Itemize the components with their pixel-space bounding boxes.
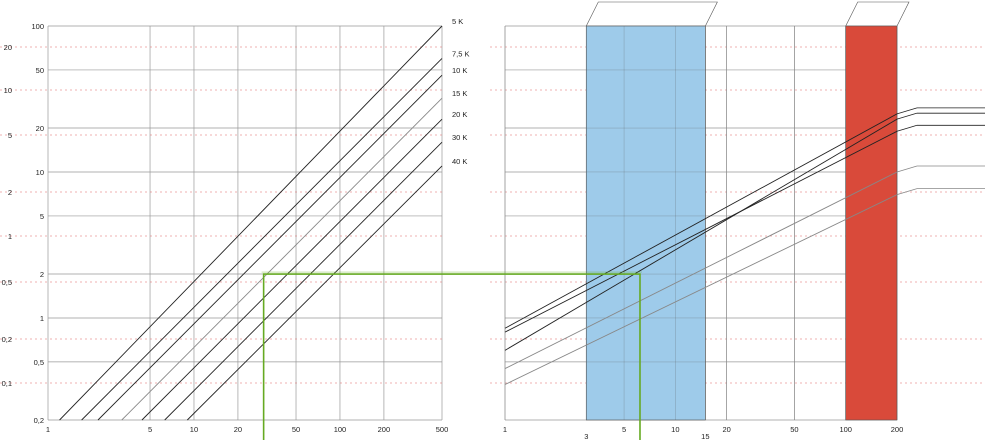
left-secondary-y-tick-label: 0,2: [2, 335, 12, 344]
right-curve-tail: [896, 188, 918, 195]
left-curve: [121, 97, 443, 421]
left-secondary-y-tick-label: 0,5: [2, 278, 12, 287]
labels: 1 5 10 20 50 100 200 5001005020105210,50,220105…: [2, 17, 904, 440]
right-x-tick-label: 5: [622, 425, 626, 434]
left-y-tick-label: 5: [40, 212, 44, 221]
left-x-tick-label: 500: [436, 425, 449, 434]
right-x-tick-label: 20: [722, 425, 730, 434]
right-x-tick-label: 200: [891, 425, 904, 434]
curves: [59, 25, 985, 421]
right-x-tick-label: 50: [790, 425, 798, 434]
left-y-tick-label: 0,5: [34, 358, 44, 367]
right-curve-tail: [896, 107, 918, 115]
bands: [504, 1, 910, 421]
left-curve: [59, 25, 443, 421]
right-x-tick-label: 10: [671, 425, 679, 434]
curve-label: 40 K: [452, 157, 467, 166]
red-band: [845, 25, 898, 421]
grid-lines: [0, 25, 985, 421]
right-curve-tail: [896, 165, 918, 173]
left-y-tick-label: 20: [36, 124, 44, 133]
band-top-outline: [586, 1, 718, 27]
right-curve: [504, 113, 898, 329]
left-secondary-y-tick-label: 10: [4, 86, 12, 95]
curve-label: 15 K: [452, 89, 467, 98]
left-y-tick-label: 100: [31, 22, 44, 31]
left-secondary-y-tick-label: 0,1: [2, 379, 12, 388]
left-x-tick-label: 50: [292, 425, 300, 434]
right-curve: [504, 130, 898, 333]
highlight-path: [261, 271, 642, 440]
curve-label: 30 K: [452, 133, 467, 142]
left-x-tick-label: 10: [190, 425, 198, 434]
right-x-tick-label: 15: [701, 432, 709, 440]
right-curve-tail: [896, 112, 918, 120]
left-y-tick-label: 1: [40, 314, 44, 323]
blue-band: [585, 25, 706, 421]
left-secondary-y-tick-label: 1: [8, 232, 12, 241]
curve-label: 10 K: [452, 66, 467, 75]
right-x-tick-label: 3: [584, 432, 588, 440]
left-x-tick-label: 20: [234, 425, 242, 434]
band-top-outline: [845, 1, 910, 27]
left-secondary-y-tick-label: 20: [4, 43, 12, 52]
left-x-tick-label: 5: [148, 425, 152, 434]
right-curve: [504, 118, 898, 351]
right-curve: [504, 171, 898, 369]
left-x-tick-label: 1: [46, 425, 50, 434]
right-curve: [504, 194, 898, 385]
curve-label: 20 K: [452, 110, 467, 119]
right-curve-tail: [896, 124, 918, 132]
left-curve: [186, 165, 443, 421]
left-x-tick-label: 200: [378, 425, 391, 434]
left-y-tick-label: 2: [40, 270, 44, 279]
left-curve: [81, 58, 443, 421]
left-y-tick-label: 10: [36, 168, 44, 177]
left-curve: [141, 118, 443, 421]
left-x-tick-label: 100: [334, 425, 347, 434]
left-curve: [97, 74, 443, 421]
left-curve: [164, 141, 443, 421]
curve-label: 7,5 K: [452, 49, 470, 58]
left-y-tick-label: 50: [36, 66, 44, 75]
right-x-tick-label: 1: [503, 425, 507, 434]
highlight-polyline: [262, 273, 641, 440]
curve-label: 5 K: [452, 17, 463, 26]
left-secondary-y-tick-label: 2: [8, 188, 12, 197]
left-secondary-y-tick-label: 5: [8, 131, 12, 140]
right-x-tick-label: 100: [839, 425, 852, 434]
left-y-tick-label: 0,2: [34, 416, 44, 425]
